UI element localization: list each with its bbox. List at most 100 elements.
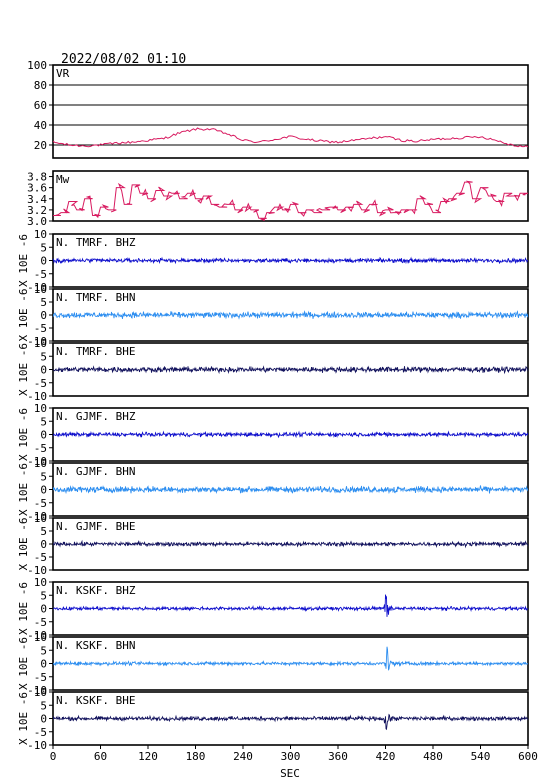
x-tick-label: 240 [233, 750, 253, 763]
y-tick-label: 3.2 [27, 204, 47, 217]
y-tick-label: 10 [34, 402, 47, 415]
y-tick-label: -10 [27, 739, 47, 752]
panel-label: N. KSKF. BHN [56, 639, 135, 652]
y-tick-label: 5 [40, 350, 47, 363]
y-tick-label: 0 [40, 255, 47, 268]
y-tick-label: 10 [34, 631, 47, 644]
y-tick-label: 10 [34, 283, 47, 296]
y-tick-label: -5 [34, 497, 47, 510]
y-tick-label: -5 [34, 551, 47, 564]
y-tick-label: 3.8 [27, 171, 47, 184]
y-tick-label: -10 [27, 335, 47, 348]
y-tick-label: -10 [27, 564, 47, 577]
y-tick-label: -10 [27, 281, 47, 294]
y-tick-label: 5 [40, 241, 47, 254]
y-tick-label: 80 [34, 79, 47, 92]
series-line-n-tmrf-bhn [53, 310, 528, 320]
y-axis-label: X 10E -6 [17, 637, 30, 690]
x-axis: 0 60 120 180 240 300 360 420 480 540 600 [50, 745, 538, 763]
series-line-n-gjmf-bhe [53, 539, 528, 549]
y-axis-label: X 10E -6 [17, 289, 30, 342]
y-tick-label: 5 [40, 699, 47, 712]
y-tick-label: 3.4 [27, 193, 47, 206]
x-tick-label: 480 [423, 750, 443, 763]
y-tick-label: 0 [40, 364, 47, 377]
series-line-n-kskf-bhe [53, 713, 528, 731]
y-tick-label: 10 [34, 686, 47, 699]
panel-label: N. TMRF. BHZ [56, 236, 136, 249]
y-tick-label: -5 [34, 442, 47, 455]
y-axis-label: X 10E -6 [17, 343, 30, 396]
panel-label: VR [56, 67, 70, 80]
y-tick-label: 60 [34, 99, 47, 112]
x-tick-label: 600 [518, 750, 538, 763]
panel-frame [52, 170, 529, 222]
y-axis-label: X 10E -6 [17, 692, 30, 745]
y-tick-label: 5 [40, 296, 47, 309]
series-line-n-tmrf-bhe [53, 365, 528, 375]
y-tick-label: 3.6 [27, 182, 47, 195]
panel-frame [52, 64, 529, 159]
x-tick-label: 300 [281, 750, 301, 763]
panel-label: N. KSKF. BHE [56, 694, 135, 707]
series-line-vr [53, 127, 528, 148]
panel-label: N. GJMF. BHE [56, 520, 135, 533]
panel-label: N. KSKF. BHZ [56, 584, 136, 597]
x-tick-label: 0 [50, 750, 57, 763]
y-tick-label: 10 [34, 457, 47, 470]
y-tick-label: 5 [40, 589, 47, 602]
y-tick-label: 5 [40, 415, 47, 428]
panel-label: N. GJMF. BHN [56, 465, 135, 478]
y-tick-label: 0 [40, 658, 47, 671]
panel-label: N. TMRF. BHE [56, 345, 135, 358]
series-line-n-tmrf-bhz [53, 256, 528, 265]
y-tick-label: -10 [27, 629, 47, 642]
x-tick-label: 120 [138, 750, 158, 763]
y-axis-label: X 10E -6 [17, 518, 30, 571]
y-tick-label: 3.0 [27, 215, 47, 228]
y-tick-label: 5 [40, 470, 47, 483]
y-tick-label: 10 [34, 512, 47, 525]
y-tick-label: 0 [40, 429, 47, 442]
series-line-n-gjmf-bhz [53, 430, 528, 439]
panel-1: 100 80 60 40 20 VR [27, 59, 529, 159]
y-axis-label: X 10E -6 [17, 582, 30, 635]
y-tick-label: -5 [34, 377, 47, 390]
y-tick-label: 10 [34, 228, 47, 241]
y-tick-label: 100 [27, 59, 47, 72]
x-axis-label: SEC [280, 767, 300, 780]
y-tick-label: -5 [34, 671, 47, 684]
y-tick-label: 10 [34, 576, 47, 589]
chart-title: 2022/08/02 01:10 [61, 52, 186, 67]
panel-label: Mw [56, 173, 70, 186]
y-tick-label: -5 [34, 616, 47, 629]
y-tick-label: 0 [40, 713, 47, 726]
series-line-n-kskf-bhn [53, 646, 528, 671]
y-tick-label: -5 [34, 726, 47, 739]
y-tick-label: -10 [27, 455, 47, 468]
y-tick-label: -10 [27, 510, 47, 523]
x-tick-label: 360 [328, 750, 348, 763]
y-tick-label: 5 [40, 525, 47, 538]
y-tick-label: 10 [34, 337, 47, 350]
y-tick-label: 40 [34, 119, 47, 132]
y-axis-label: X 10E -6 [17, 463, 30, 516]
x-tick-label: 540 [471, 750, 491, 763]
y-tick-label: 20 [34, 139, 47, 152]
panel-label: N. GJMF. BHZ [56, 410, 136, 423]
panels: 10080604020VR3.83.63.43.23.0Mw1050-5-10X… [17, 59, 529, 752]
panel-2: 3.83.63.43.23.0 Mw [27, 170, 529, 228]
series-line-n-kskf-bhz [53, 594, 528, 617]
y-tick-label: 5 [40, 644, 47, 657]
y-tick-label: -10 [27, 390, 47, 403]
panel-label: N. TMRF. BHN [56, 291, 135, 304]
y-tick-label: -10 [27, 684, 47, 697]
